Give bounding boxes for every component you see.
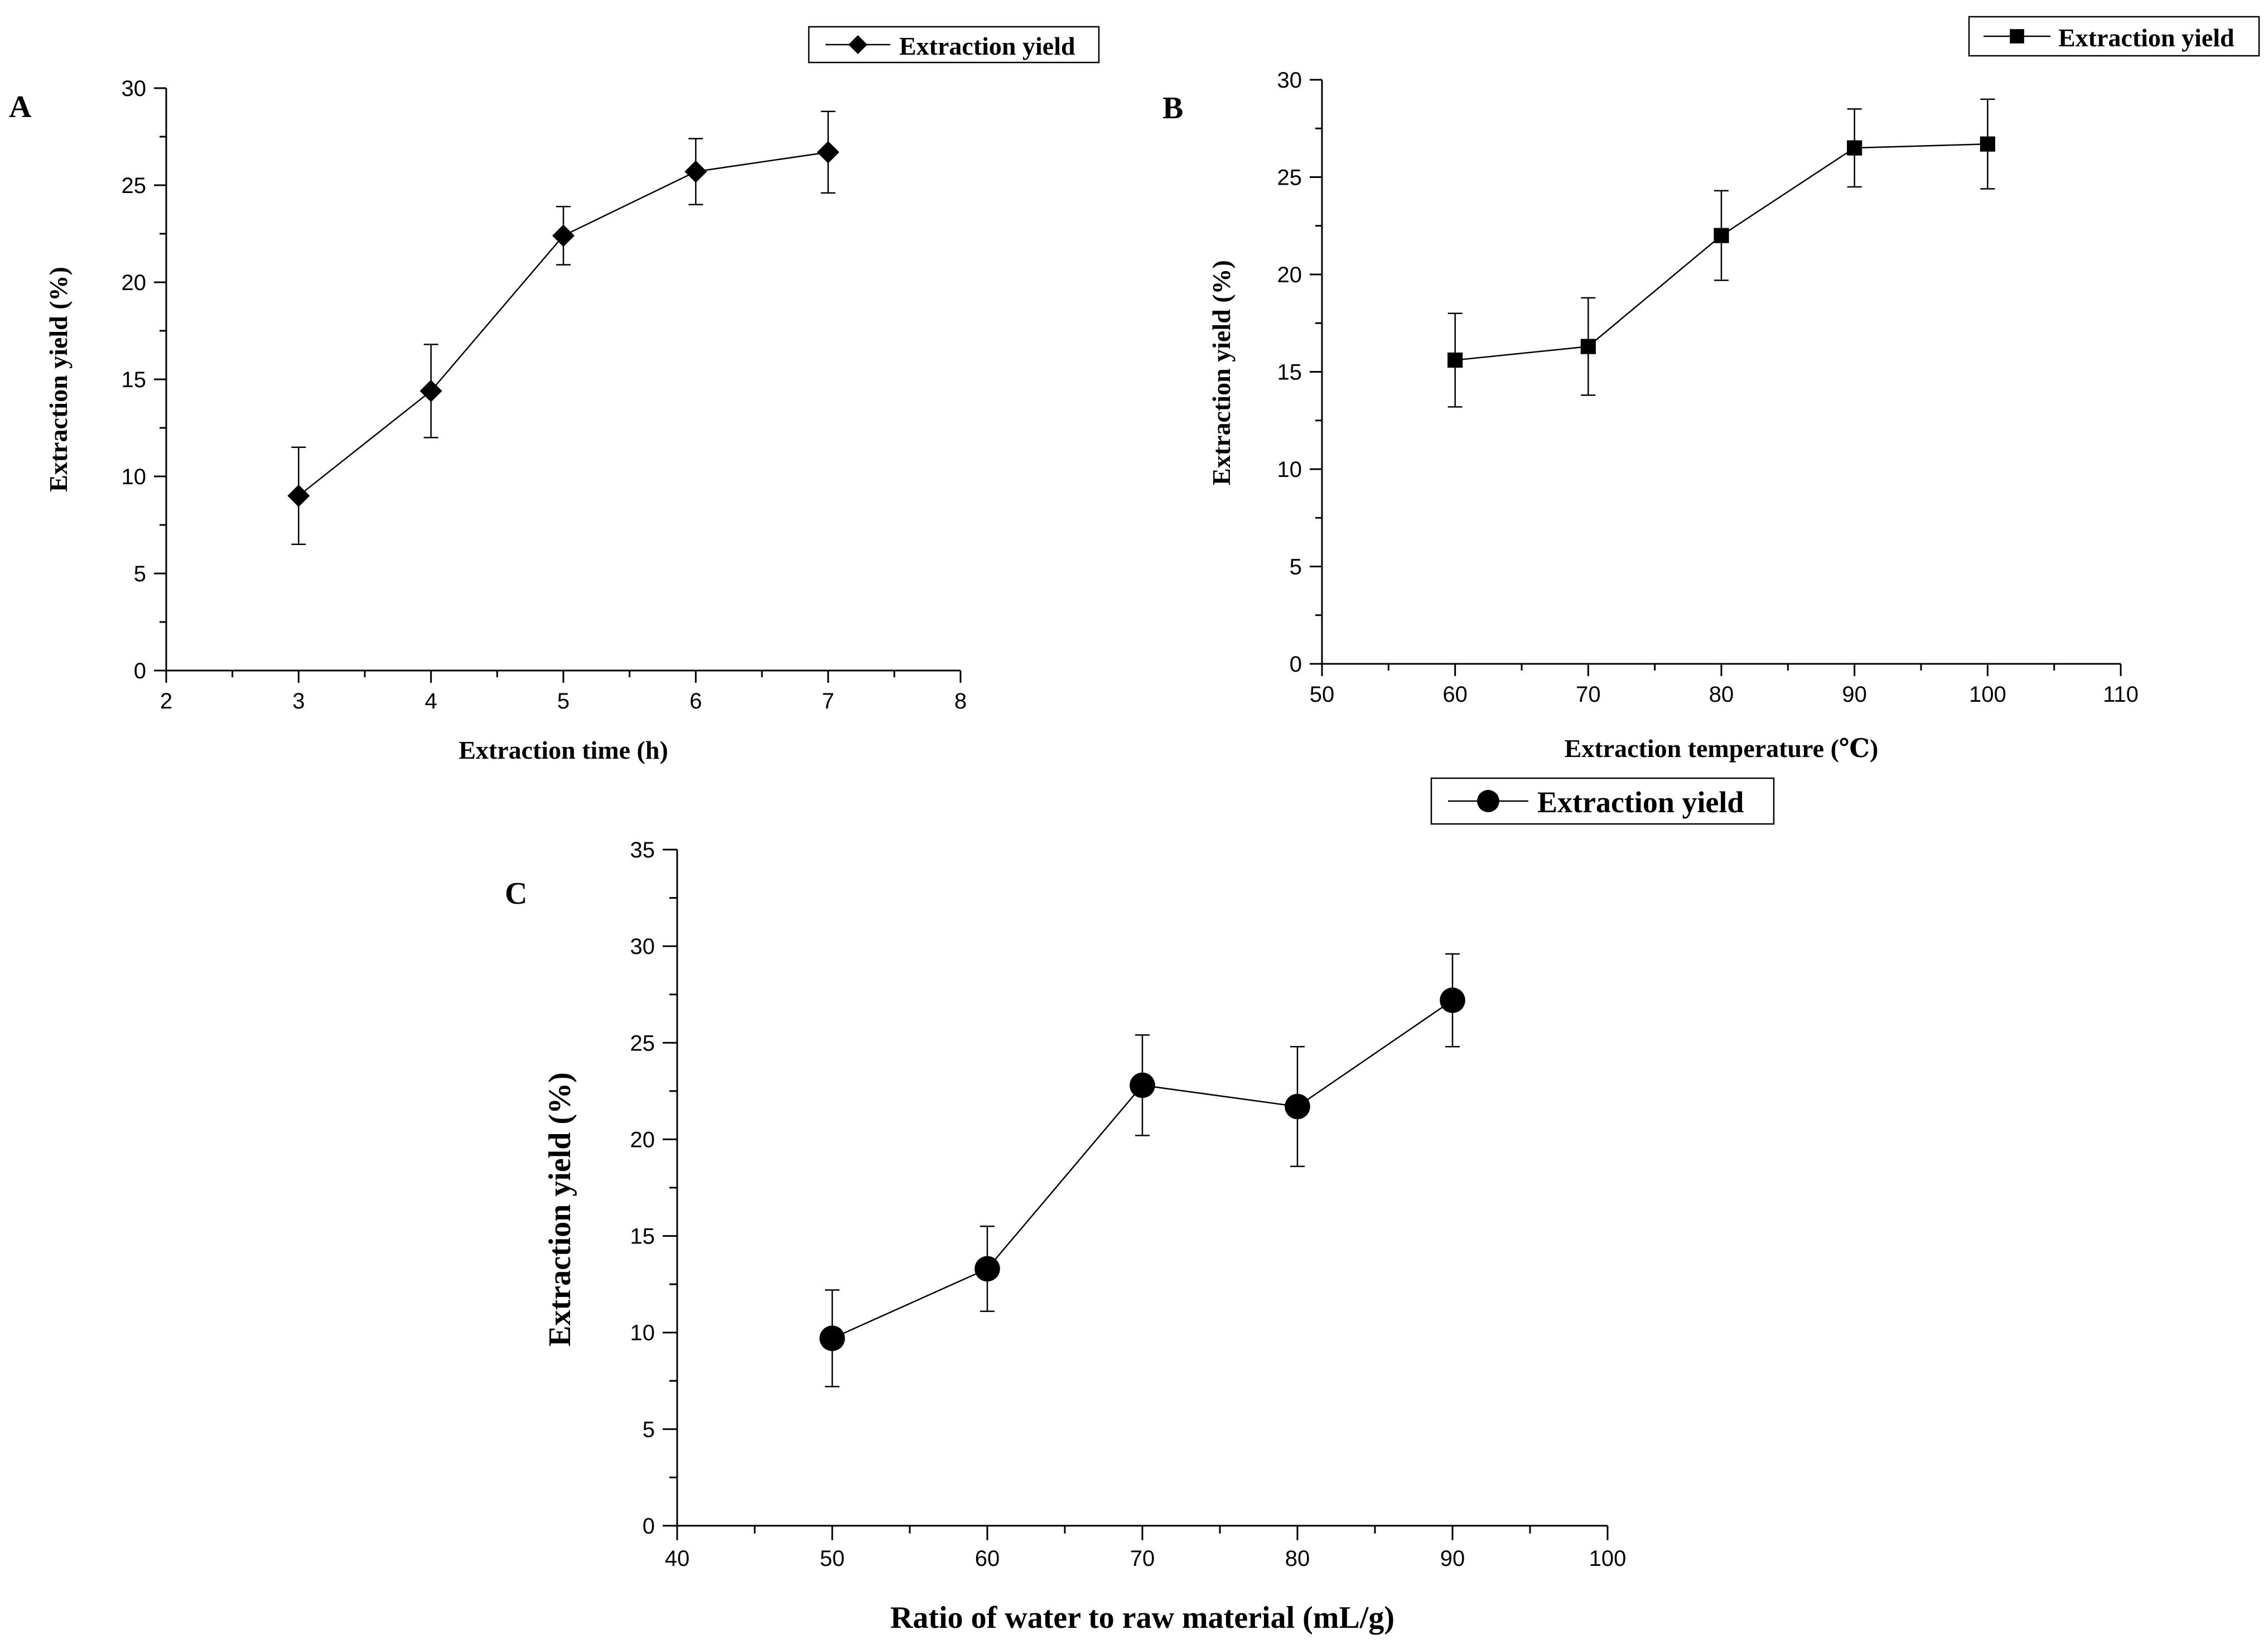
legend-label: Extraction yield [899, 32, 1075, 60]
x-tick-label: 60 [1442, 682, 1468, 707]
y-tick-label: 25 [1277, 166, 1302, 190]
y-tick-label: 20 [1277, 263, 1302, 287]
x-tick-label: 70 [1130, 1546, 1155, 1571]
series-line [298, 151, 828, 496]
data-point [1447, 352, 1463, 368]
y-tick-label: 30 [122, 76, 147, 101]
x-tick-label: 70 [1576, 682, 1601, 707]
y-tick-label: 5 [134, 562, 146, 586]
x-axis-title: Ratio of water to raw material (mL/g) [890, 1600, 1394, 1635]
legend-marker [2010, 29, 2024, 44]
y-tick-label: 0 [643, 1514, 655, 1539]
x-tick-label: 100 [1589, 1546, 1627, 1571]
chart-panel-c: 40 50 60 70 80 90 100 0 5 10 15 20 25 30 35 Ratio of wa… [505, 777, 1775, 1635]
y-tick-label: 35 [630, 838, 655, 862]
data-point [974, 1256, 1000, 1282]
x-tick-label: 7 [822, 689, 834, 713]
x-tick-label: 90 [1440, 1546, 1465, 1571]
y-tick-label: 30 [1277, 68, 1302, 93]
x-tick-label: 90 [1842, 682, 1867, 707]
chart-panel-b: 50 60 70 80 90 100 110 0 5 10 15 20 25 30 Extraction t… [1162, 16, 2260, 763]
panel-label: C [505, 876, 527, 911]
data-point [684, 160, 707, 183]
x-tick-label: 5 [557, 689, 570, 713]
y-tick-label: 20 [122, 271, 147, 295]
x-axis-title: Extraction temperature (℃) [1565, 734, 1879, 763]
y-axis-title: Extraction yield (%) [44, 267, 73, 492]
data-point [1980, 136, 1995, 152]
y-tick-label: 10 [122, 465, 147, 489]
x-tick-label: 6 [689, 689, 702, 713]
y-tick-label: 0 [1290, 652, 1302, 677]
data-point [1847, 140, 1862, 156]
data-point [817, 141, 839, 163]
x-tick-label: 4 [425, 689, 437, 713]
y-tick-label: 10 [630, 1321, 655, 1346]
x-axis-title: Extraction time (h) [459, 736, 668, 764]
y-axis-title: Extraction yield (%) [543, 1072, 577, 1346]
x-tick-label: 80 [1709, 682, 1734, 707]
chart-panel-a: 2 3 4 5 6 7 8 0 5 10 15 20 25 30 Extraction time (h) Ex… [9, 26, 1100, 764]
y-tick-label: 20 [630, 1127, 655, 1152]
y-tick-label: 15 [1277, 360, 1302, 385]
y-tick-label: 30 [630, 934, 655, 959]
data-point [552, 224, 575, 247]
x-tick-label: 8 [954, 689, 967, 713]
x-tick-label: 80 [1285, 1546, 1310, 1571]
y-tick-label: 25 [122, 173, 147, 198]
y-tick-label: 5 [1290, 555, 1302, 580]
legend-marker [848, 35, 867, 54]
legend-label: Extraction yield [1537, 785, 1744, 819]
panel-label: A [9, 90, 32, 124]
x-tick-label: 50 [820, 1546, 845, 1571]
panel-label: B [1162, 91, 1183, 126]
x-tick-label: 100 [1969, 682, 2006, 707]
y-axis-title: Extraction yield (%) [1207, 260, 1236, 485]
y-tick-label: 5 [643, 1417, 655, 1442]
data-point [1285, 1093, 1310, 1120]
y-tick-label: 15 [630, 1224, 655, 1249]
x-tick-label: 110 [2103, 682, 2139, 707]
legend-label: Extraction yield [2058, 23, 2235, 52]
x-tick-label: 3 [292, 689, 305, 713]
data-point [1580, 339, 1596, 354]
x-tick-label: 60 [975, 1546, 1000, 1571]
y-tick-label: 25 [630, 1031, 655, 1055]
x-tick-label: 50 [1310, 682, 1335, 707]
x-tick-label: 2 [160, 689, 172, 713]
data-point [1714, 228, 1729, 243]
data-point [287, 484, 310, 507]
y-tick-label: 15 [122, 368, 147, 392]
data-point [1440, 987, 1465, 1013]
x-tick-label: 40 [665, 1546, 690, 1571]
y-tick-label: 10 [1277, 457, 1302, 482]
data-point [419, 379, 442, 402]
data-point [1130, 1072, 1155, 1098]
data-point [819, 1325, 845, 1351]
legend-marker [1477, 790, 1499, 812]
y-tick-label: 0 [134, 659, 146, 683]
